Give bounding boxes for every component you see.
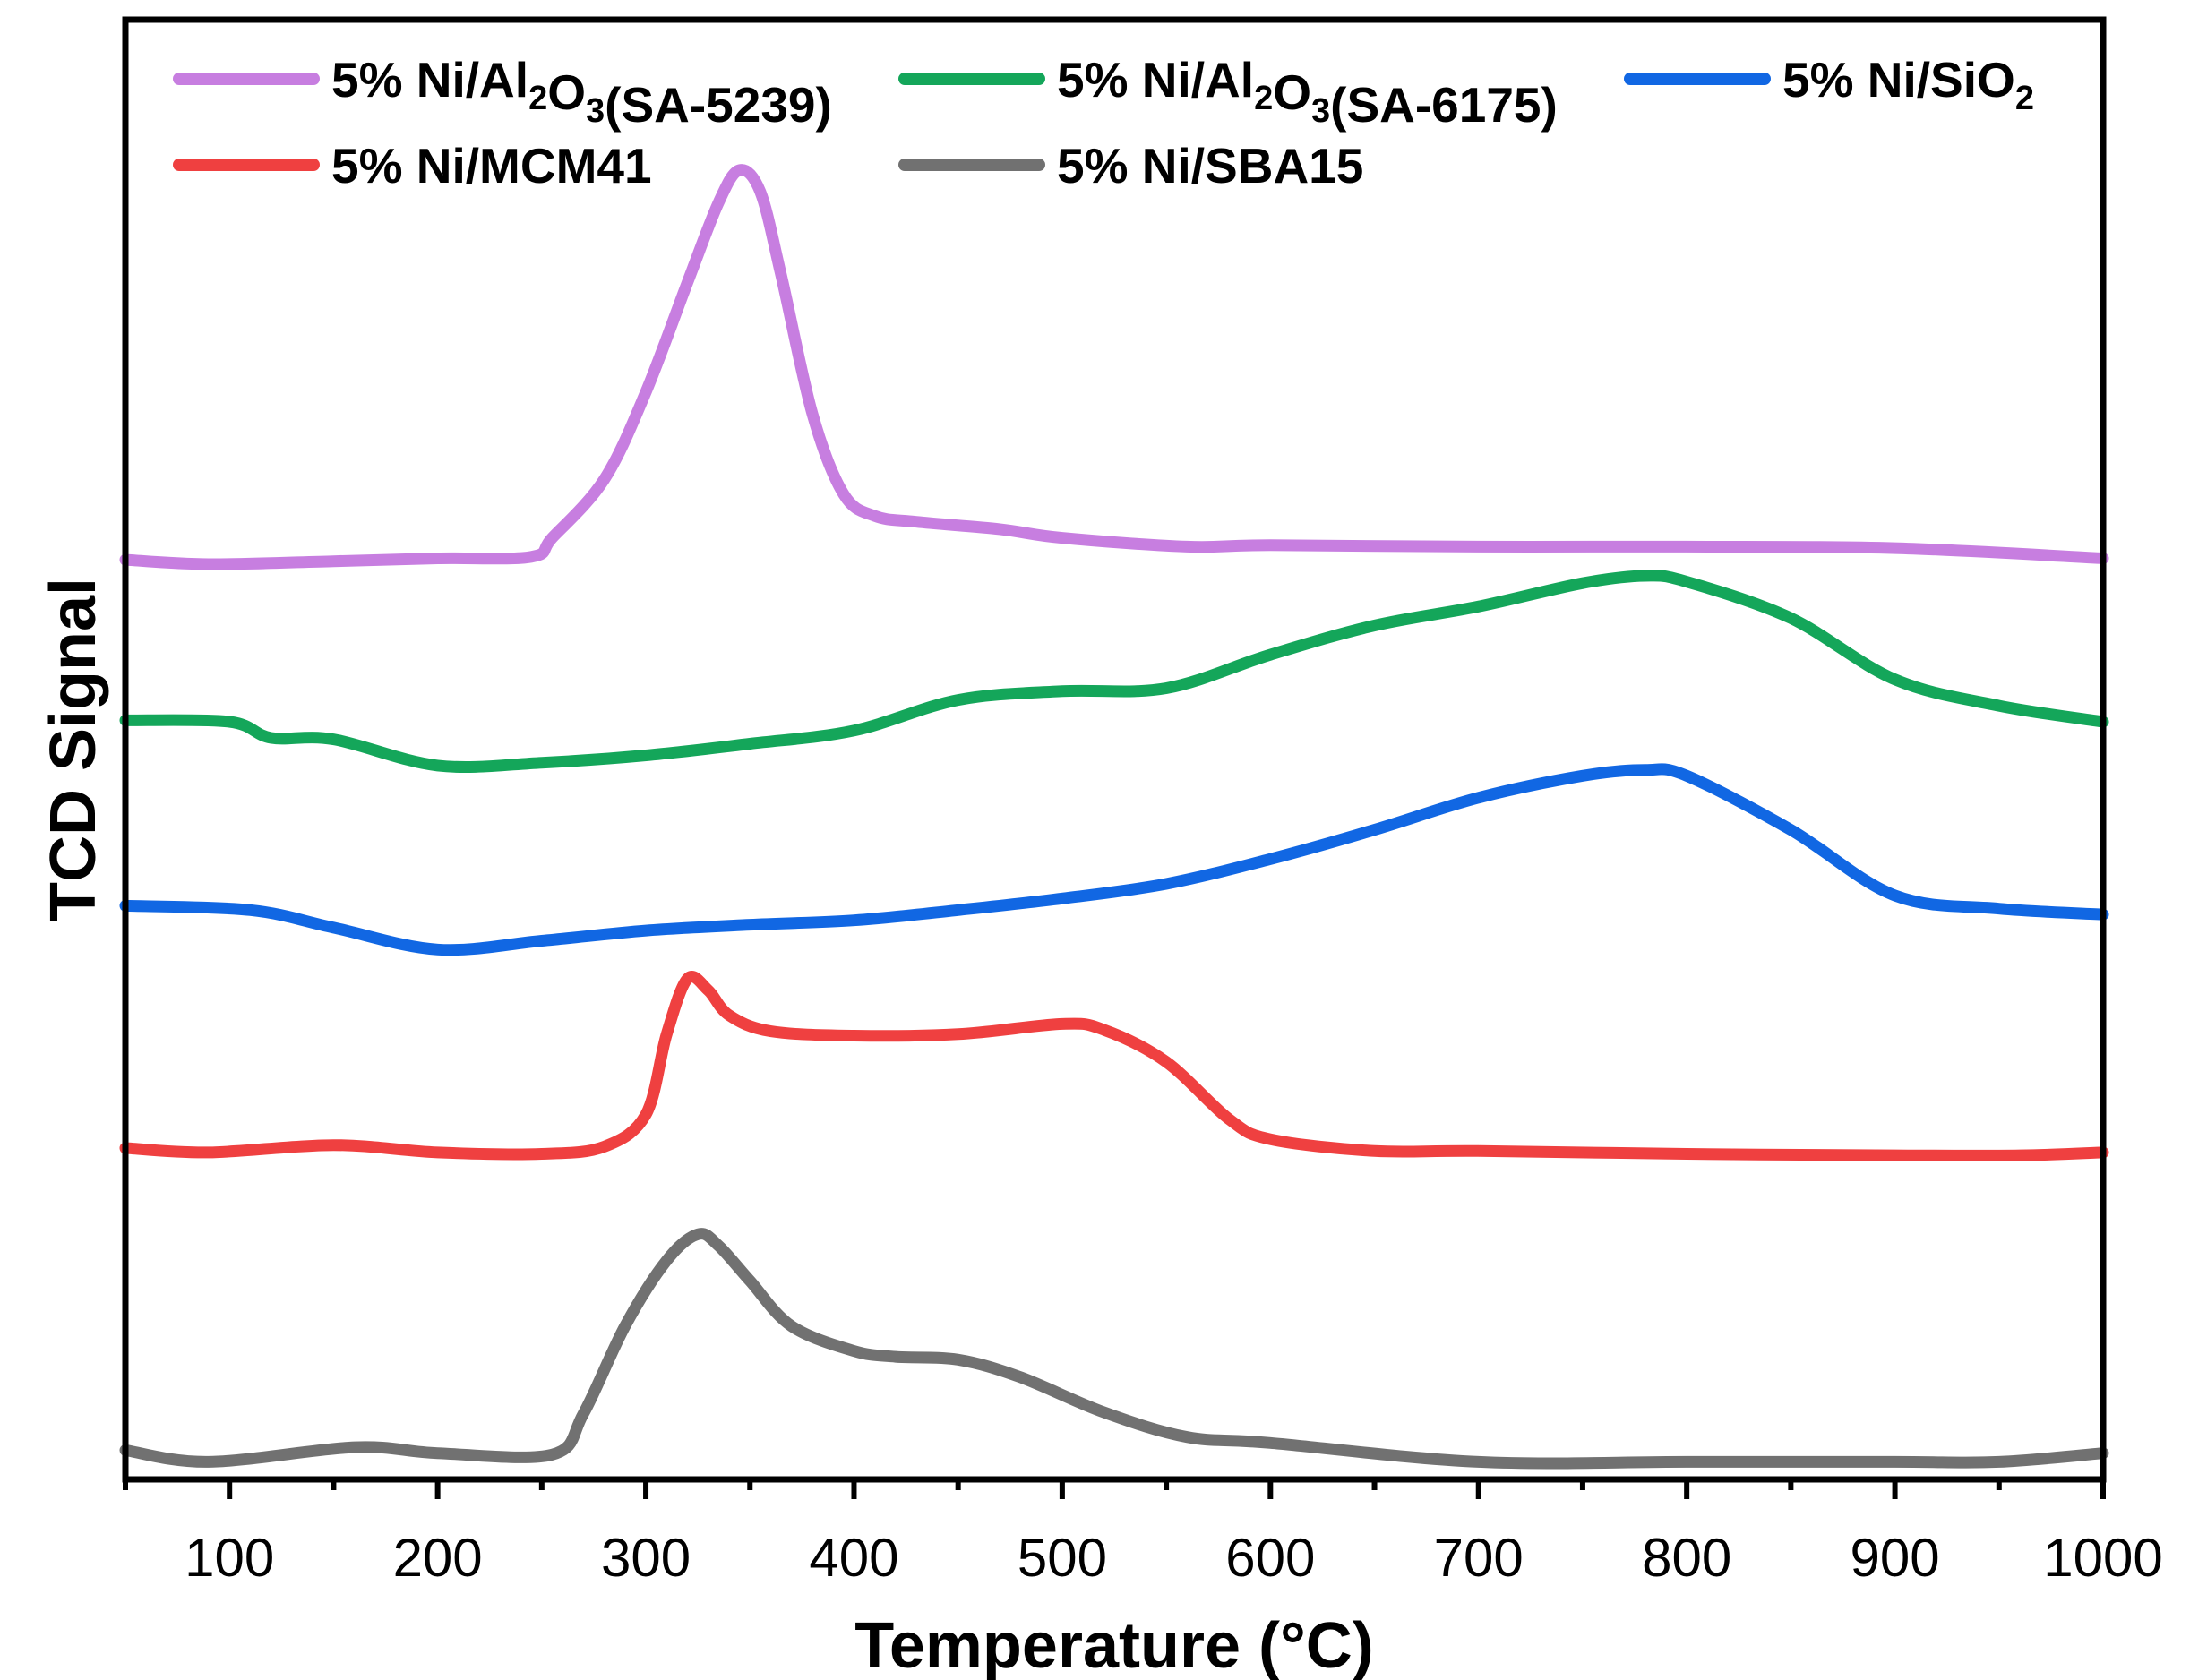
x-axis-title: Temperature (°C) — [854, 1610, 1374, 1680]
x-tick-label: 1000 — [2043, 1528, 2162, 1588]
series-line-3 — [119, 763, 2109, 956]
series-line-2 — [119, 570, 2109, 774]
x-tick-label: 300 — [601, 1528, 691, 1588]
x-tick-label: 900 — [1851, 1528, 1940, 1588]
series-layer — [119, 164, 2109, 1470]
series-line-5 — [119, 1228, 2109, 1470]
plot-area-frame — [122, 16, 2107, 1483]
legend-label-4: 5% Ni/MCM41 — [331, 138, 652, 193]
series-line-1 — [119, 164, 2109, 570]
legend-label-1: 5% Ni/Al2O3(SA-5239) — [331, 52, 832, 133]
legend-label-2: 5% Ni/Al2O3(SA-6175) — [1057, 52, 1558, 133]
legend-label-5: 5% Ni/SBA15 — [1057, 138, 1363, 193]
legend: 5% Ni/Al2O3(SA-5239) 5% Ni/Al2O3(SA-6175)… — [173, 52, 2034, 193]
legend-label-3: 5% Ni/SiO2 — [1782, 52, 2034, 117]
x-axis: 100 200 300 400 500 600 700 800 900 1000 — [123, 1479, 2163, 1588]
x-tick-label: 100 — [185, 1528, 274, 1588]
x-tick-label: 400 — [809, 1528, 898, 1588]
x-tick-label: 700 — [1434, 1528, 1524, 1588]
x-tick-label: 200 — [393, 1528, 483, 1588]
y-axis-title: TCD Signal — [38, 578, 109, 921]
x-tick-label: 500 — [1018, 1528, 1107, 1588]
x-tick-label: 800 — [1642, 1528, 1731, 1588]
series-line-4 — [119, 971, 2109, 1161]
x-tick-label: 600 — [1225, 1528, 1315, 1588]
